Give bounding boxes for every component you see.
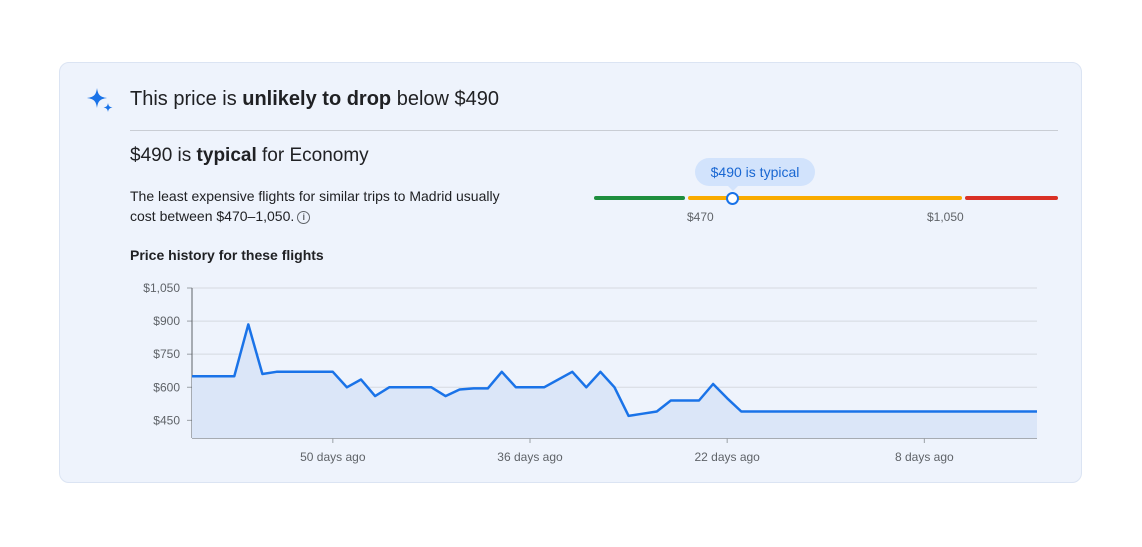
high-price-segment: [965, 196, 1058, 200]
price-area-fill: [192, 324, 1037, 438]
typical-price-heading: $490 is typical for Economy: [130, 144, 369, 168]
x-tick-label: 50 days ago: [300, 450, 366, 464]
headline-suffix: below $490: [391, 88, 500, 110]
badge-pointer: [727, 185, 739, 191]
typical-heading-text: $490 is: [130, 145, 197, 166]
headline-text: This price is: [130, 88, 243, 110]
range-high-label: $1,050: [927, 210, 964, 224]
current-price-marker: [726, 192, 739, 205]
low-price-segment: [594, 196, 685, 200]
sparkle-icon: [87, 88, 113, 112]
price-range-bar: [594, 196, 1058, 202]
x-tick-label: 8 days ago: [895, 450, 954, 464]
y-tick-label: $750: [153, 347, 180, 361]
x-tick-label: 36 days ago: [497, 450, 563, 464]
headline-emphasis: unlikely to drop: [242, 88, 392, 110]
description-text: The least expensive flights for similar …: [130, 188, 500, 224]
y-tick-label: $600: [153, 380, 180, 394]
y-tick-label: $900: [153, 314, 180, 328]
typical-heading-emphasis: typical: [196, 145, 257, 166]
range-low-label: $470: [687, 210, 714, 224]
y-tick-label: $1,050: [143, 281, 180, 295]
typical-price-badge: $490 is typical: [695, 158, 815, 186]
x-tick-label: 22 days ago: [694, 450, 760, 464]
price-insight-headline: This price is unlikely to drop below $49…: [130, 86, 499, 112]
price-range-description: The least expensive flights for similar …: [130, 186, 510, 226]
info-icon[interactable]: i: [297, 210, 311, 224]
divider: [130, 130, 1058, 131]
typical-price-segment: [688, 196, 962, 200]
price-history-line: [192, 323, 1037, 418]
y-tick-label: $450: [153, 413, 180, 427]
typical-heading-suffix: for Economy: [256, 145, 369, 166]
chart-title: Price history for these flights: [130, 247, 324, 263]
